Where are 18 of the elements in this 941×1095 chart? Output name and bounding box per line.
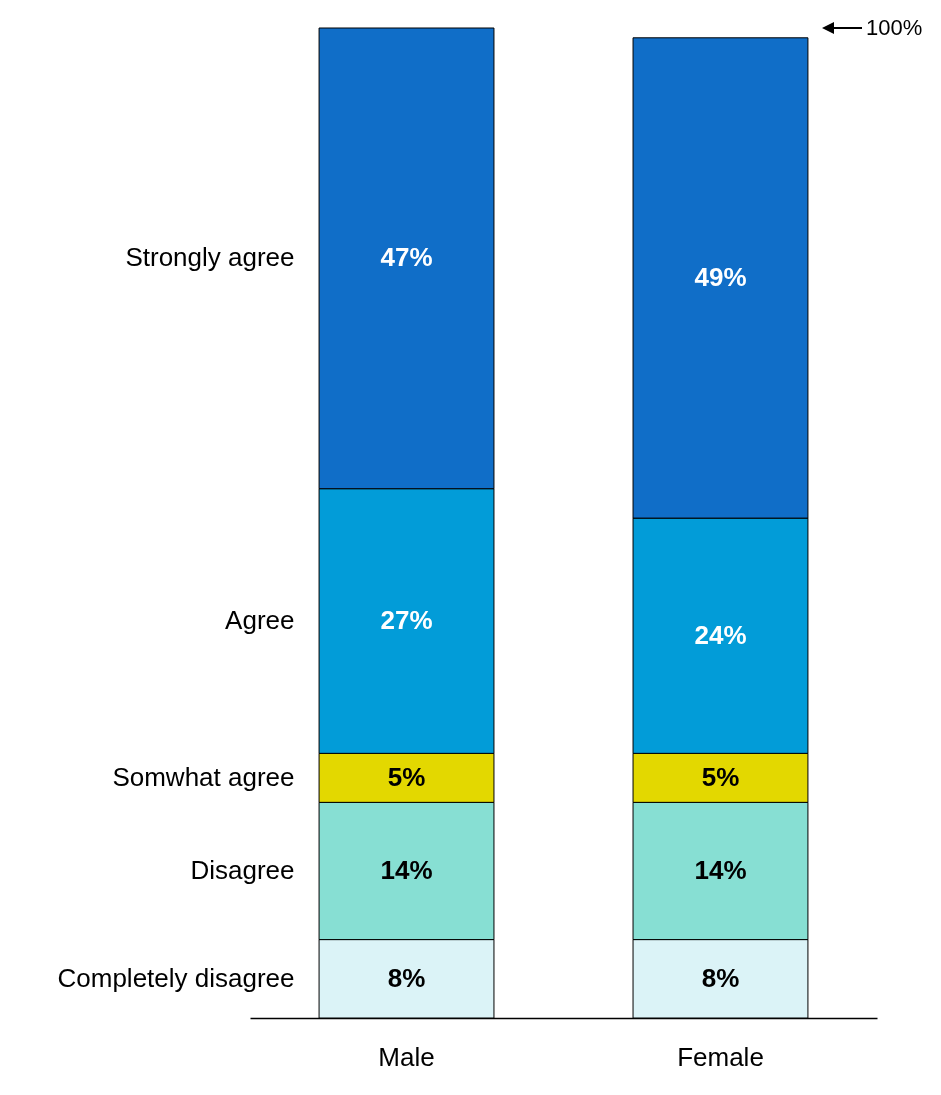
series-label: Somwhat agree: [112, 761, 295, 792]
series-label: Agree: [225, 605, 295, 636]
x-tick-label: Male: [378, 1041, 435, 1072]
data-label: 24%: [694, 619, 747, 650]
data-label: 14%: [694, 854, 747, 885]
data-label: 5%: [701, 761, 740, 792]
data-label: 8%: [701, 962, 740, 993]
data-label: 14%: [380, 854, 433, 885]
x-tick-label: Female: [677, 1041, 764, 1072]
series-label: Disagree: [190, 854, 295, 885]
annotation: 100%: [866, 15, 923, 40]
data-label: 47%: [380, 242, 433, 273]
data-label: 27%: [380, 605, 433, 636]
data-label: 49%: [694, 261, 747, 292]
data-label: 8%: [387, 962, 426, 993]
series-label: Completely disagree: [57, 962, 295, 993]
series-label: Strongly agree: [125, 242, 295, 273]
data-label: 5%: [387, 761, 426, 792]
